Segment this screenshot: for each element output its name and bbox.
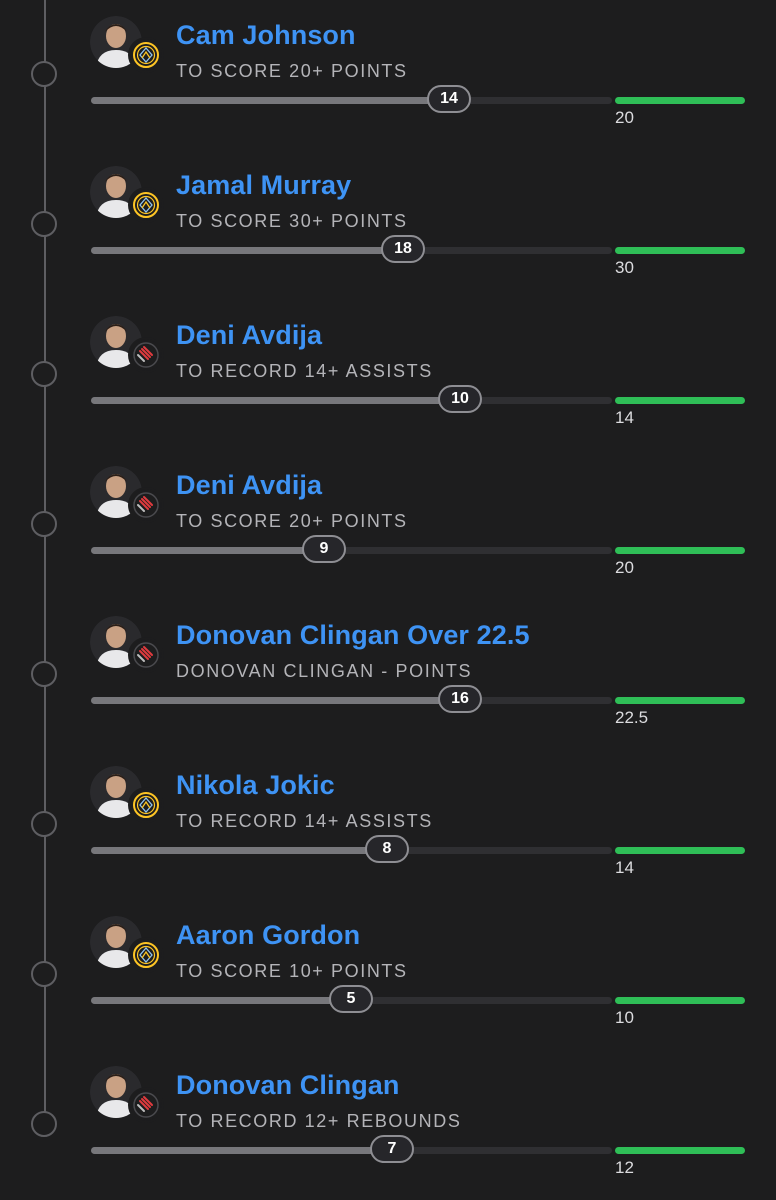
target-value: 30 — [615, 258, 634, 277]
current-value-badge: 5 — [329, 985, 373, 1013]
leg-title: Donovan Clingan Over 22.5 — [176, 620, 530, 650]
timeline-node — [31, 661, 57, 687]
parlay-leg-2[interactable]: Jamal Murray TO SCORE 30+ POINTS 18 30 — [0, 150, 776, 300]
progress-track — [91, 97, 612, 104]
leg-title: Nikola Jokic — [176, 770, 335, 800]
target-value: 10 — [615, 1008, 634, 1027]
progress-fill — [91, 997, 352, 1004]
trail-blazers-logo — [128, 637, 164, 673]
target-bar — [615, 997, 745, 1004]
target-value: 12 — [615, 1158, 634, 1177]
target-bar — [615, 247, 745, 254]
nuggets-logo — [128, 187, 164, 223]
progress-fill — [91, 847, 388, 854]
parlay-leg-7[interactable]: Aaron Gordon TO SCORE 10+ POINTS 5 10 — [0, 900, 776, 1050]
leg-title: Cam Johnson — [176, 20, 356, 50]
timeline-node — [31, 211, 57, 237]
target-bar — [615, 547, 745, 554]
leg-subtitle: TO SCORE 20+ POINTS — [176, 61, 408, 81]
timeline-node — [31, 511, 57, 537]
timeline-node — [31, 61, 57, 87]
leg-subtitle: TO SCORE 10+ POINTS — [176, 961, 408, 981]
leg-title: Deni Avdija — [176, 320, 323, 350]
progress-fill — [91, 547, 325, 554]
target-bar — [615, 847, 745, 854]
progress-track — [91, 1147, 612, 1154]
current-value-badge: 7 — [370, 1135, 414, 1163]
progress-fill — [91, 1147, 393, 1154]
current-value-badge: 14 — [427, 85, 471, 113]
timeline-node — [31, 1111, 57, 1137]
leg-subtitle: TO SCORE 30+ POINTS — [176, 211, 408, 231]
progress-fill — [91, 697, 461, 704]
progress-track — [91, 847, 612, 854]
target-value: 14 — [615, 408, 634, 427]
parlay-leg-8[interactable]: Donovan Clingan TO RECORD 12+ REBOUNDS 7… — [0, 1050, 776, 1200]
timeline-node — [31, 811, 57, 837]
target-value: 22.5 — [615, 708, 649, 727]
timeline-line — [44, 0, 46, 1130]
progress-fill — [91, 247, 404, 254]
timeline-node — [31, 961, 57, 987]
leg-subtitle: TO RECORD 12+ REBOUNDS — [176, 1111, 462, 1131]
parlay-leg-4[interactable]: Deni Avdija TO SCORE 20+ POINTS 9 20 — [0, 450, 776, 600]
trail-blazers-logo — [128, 337, 164, 373]
nuggets-logo — [128, 937, 164, 973]
target-value: 20 — [615, 558, 634, 577]
progress-track — [91, 247, 612, 254]
parlay-leg-6[interactable]: Nikola Jokic TO RECORD 14+ ASSISTS 8 14 — [0, 750, 776, 900]
leg-subtitle: DONOVAN CLINGAN - POINTS — [176, 661, 473, 681]
trail-blazers-logo — [128, 1087, 164, 1123]
leg-subtitle: TO RECORD 14+ ASSISTS — [176, 361, 433, 381]
progress-fill — [91, 97, 450, 104]
leg-title: Donovan Clingan — [176, 1070, 400, 1100]
target-value: 20 — [615, 108, 634, 127]
progress-track — [91, 697, 612, 704]
current-value-badge: 16 — [438, 685, 482, 713]
parlay-leg-3[interactable]: Deni Avdija TO RECORD 14+ ASSISTS 10 14 — [0, 300, 776, 450]
trail-blazers-logo — [128, 487, 164, 523]
leg-title: Aaron Gordon — [176, 920, 361, 950]
parlay-leg-1[interactable]: Cam Johnson TO SCORE 20+ POINTS 14 20 — [0, 0, 776, 150]
player-headshot — [90, 916, 142, 968]
leg-subtitle: TO SCORE 20+ POINTS — [176, 511, 408, 531]
target-value: 14 — [615, 858, 634, 877]
leg-title: Jamal Murray — [176, 170, 352, 200]
current-value-badge: 8 — [365, 835, 409, 863]
nuggets-logo — [128, 37, 164, 73]
target-bar — [615, 697, 745, 704]
target-bar — [615, 1147, 745, 1154]
current-value-badge: 10 — [438, 385, 482, 413]
leg-title: Deni Avdija — [176, 470, 323, 500]
nuggets-logo — [128, 787, 164, 823]
timeline-node — [31, 361, 57, 387]
parlay-leg-5[interactable]: Donovan Clingan Over 22.5 DONOVAN CLINGA… — [0, 600, 776, 750]
leg-subtitle: TO RECORD 14+ ASSISTS — [176, 811, 433, 831]
current-value-badge: 9 — [302, 535, 346, 563]
progress-fill — [91, 397, 461, 404]
progress-track — [91, 547, 612, 554]
current-value-badge: 18 — [381, 235, 425, 263]
target-bar — [615, 97, 745, 104]
progress-track — [91, 397, 612, 404]
target-bar — [615, 397, 745, 404]
